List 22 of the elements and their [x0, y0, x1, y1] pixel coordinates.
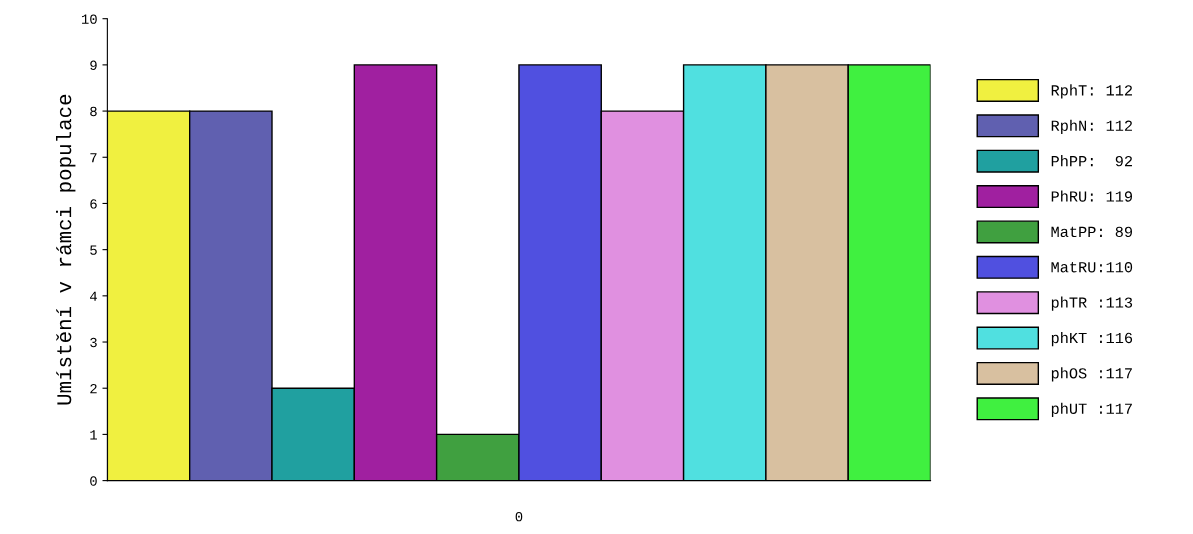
legend-label: phOS :117	[1051, 367, 1132, 382]
y-tick-label: 2	[90, 383, 97, 394]
legend-label: MatPP: 89	[1051, 226, 1132, 238]
y-tick-label: 10	[81, 14, 97, 24]
legend-label: RphN: 112	[1051, 119, 1132, 134]
legend-label: phKT :116	[1051, 331, 1133, 347]
y-tick-label: 1	[90, 430, 97, 440]
legend-label: RphT: 112	[1051, 84, 1132, 99]
legend-label: MatRU:110	[1051, 262, 1133, 273]
legend-label: PhRU: 119	[1051, 190, 1132, 202]
legend-label: phUT :117	[1051, 402, 1132, 417]
legend-label: PhPP: 92	[1051, 155, 1132, 167]
y-tick-label: 0	[90, 476, 97, 486]
y-tick-label: 7	[90, 153, 97, 163]
y-tick-label: 4	[90, 291, 97, 301]
y-tick-label: 3	[90, 337, 97, 348]
y-tick-label: 8	[90, 106, 97, 117]
y-tick-label: 6	[90, 199, 97, 209]
y-tick-label: 9	[90, 60, 97, 71]
y-tick-label: 5	[90, 245, 97, 255]
y-axis-title: Umístění v rámci populace	[56, 94, 76, 405]
legend-label: phTR :113	[1051, 296, 1133, 311]
